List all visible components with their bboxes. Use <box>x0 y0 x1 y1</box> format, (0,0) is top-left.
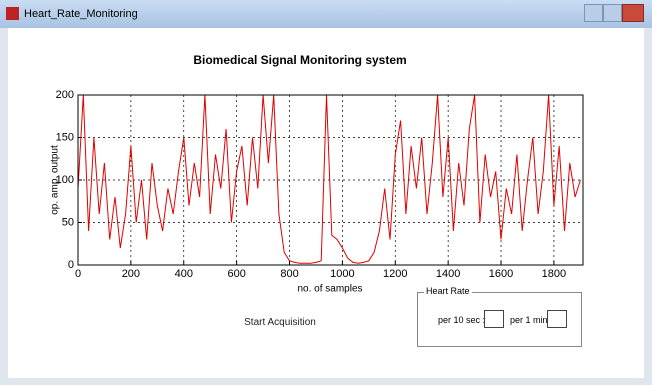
panel-title: Heart Rate <box>424 286 472 296</box>
x-tick-label: 1800 <box>542 268 566 280</box>
x-tick-label: 1600 <box>489 268 513 280</box>
x-tick-label: 0 <box>75 268 81 280</box>
window: Heart_Rate_Monitoring Biomedical Signal … <box>0 0 652 385</box>
x-tick-label: 1400 <box>436 268 460 280</box>
x-tick-label: 400 <box>175 268 193 280</box>
start-acquisition-button[interactable]: Start Acquisition <box>230 314 330 332</box>
field-label: per 10 sec : <box>438 315 485 325</box>
x-tick-label: 800 <box>280 268 298 280</box>
y-tick-label: 200 <box>56 89 74 101</box>
chart-title: Biomedical Signal Monitoring system <box>193 53 406 67</box>
y-tick-label: 0 <box>68 259 74 271</box>
x-tick-label: 600 <box>227 268 245 280</box>
per-1-min-input[interactable] <box>547 310 567 328</box>
per-10-sec-input[interactable] <box>484 310 504 328</box>
y-tick-label: 50 <box>62 216 74 228</box>
x-tick-label: 1000 <box>330 268 354 280</box>
x-tick-label: 200 <box>122 268 140 280</box>
x-axis-label: no. of samples <box>297 284 362 295</box>
x-tick-label: 1200 <box>383 268 407 280</box>
heart-rate-panel: Heart Rate per 10 sec : per 1 min : <box>417 292 582 347</box>
y-tick-label: 150 <box>56 131 74 143</box>
y-tick-label: 100 <box>56 174 74 186</box>
